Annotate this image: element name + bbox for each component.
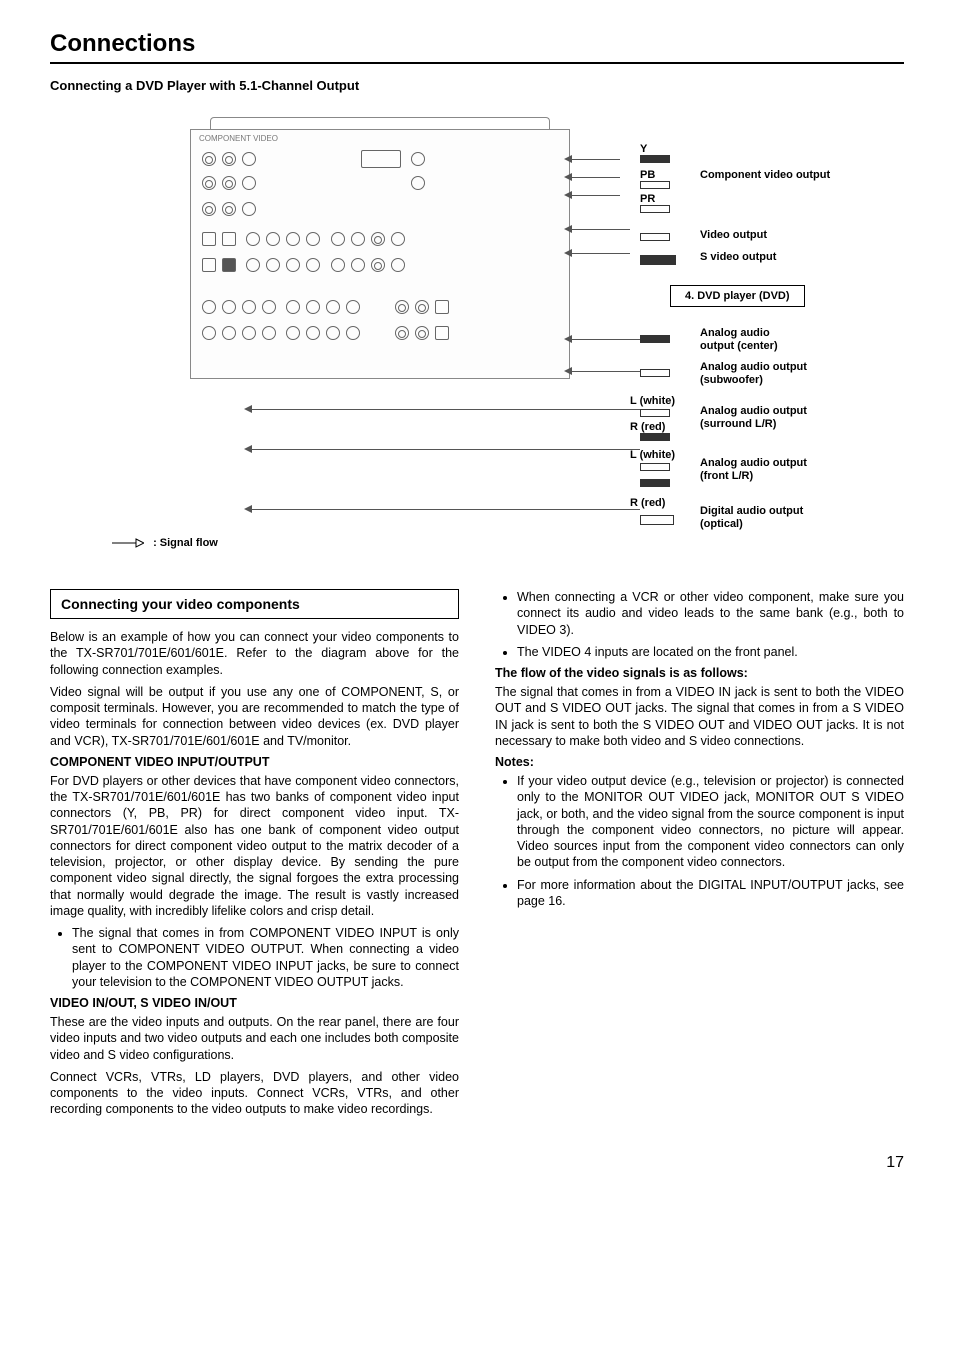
pr-label: PR — [640, 193, 655, 205]
digital-optical-label: Digital audio output(optical) — [700, 505, 803, 530]
analog-center-label: Analog audiooutput (center) — [700, 327, 778, 352]
signal-flow-text: : Signal flow — [153, 537, 218, 549]
y-label: Y — [640, 143, 647, 155]
analog-surround-label: Analog audio output(surround L/R) — [700, 405, 807, 430]
notes-heading: Notes: — [495, 755, 904, 769]
flow-heading: The flow of the video signals is as foll… — [495, 666, 904, 680]
component-video-output-label: Component video output — [700, 169, 830, 181]
dvd-player-box: 4. DVD player (DVD) — [670, 285, 805, 307]
right-bullet-a: When connecting a VCR or other video com… — [517, 589, 904, 638]
receiver-rear-panel: COMPONENT VIDEO — [190, 129, 570, 379]
component-video-heading: COMPONENT VIDEO INPUT/OUTPUT — [50, 755, 459, 769]
left-p2: Video signal will be output if you use a… — [50, 684, 459, 749]
page-subtitle: Connecting a DVD Player with 5.1-Channel… — [50, 78, 904, 93]
note-2: For more information about the DIGITAL I… — [517, 877, 904, 910]
video-output-label: Video output — [700, 229, 767, 241]
s-video-output-label: S video output — [700, 251, 776, 263]
right-bullet-b: The VIDEO 4 inputs are located on the fr… — [517, 644, 904, 660]
component-video-label: COMPONENT VIDEO — [199, 134, 278, 143]
page-title: Connections — [50, 30, 904, 64]
video-io-heading: VIDEO IN/OUT, S VIDEO IN/OUT — [50, 996, 459, 1010]
flow-para: The signal that comes in from a VIDEO IN… — [495, 684, 904, 749]
signal-flow-icon — [110, 537, 144, 549]
left-column: Connecting your video components Below i… — [50, 589, 459, 1124]
r-red-label-2: R (red) — [630, 497, 665, 509]
l-white-label-2: L (white) — [630, 449, 675, 461]
note-1: If your video output device (e.g., telev… — [517, 773, 904, 871]
left-bullet-1: The signal that comes in from COMPONENT … — [72, 925, 459, 990]
page-number: 17 — [50, 1154, 904, 1172]
signal-flow-legend: : Signal flow — [110, 537, 218, 549]
left-p1: Below is an example of how you can conne… — [50, 629, 459, 678]
r-red-label-1: R (red) — [630, 421, 665, 433]
left-p3: For DVD players or other devices that ha… — [50, 773, 459, 919]
left-p5: Connect VCRs, VTRs, LD players, DVD play… — [50, 1069, 459, 1118]
analog-front-label: Analog audio output(front L/R) — [700, 457, 807, 482]
text-columns: Connecting your video components Below i… — [50, 589, 904, 1124]
connection-diagram: COMPONENT VIDEO — [50, 109, 904, 549]
left-p4: These are the video inputs and outputs. … — [50, 1014, 459, 1063]
l-white-label-1: L (white) — [630, 395, 675, 407]
pb-label: PB — [640, 169, 655, 181]
analog-sub-label: Analog audio output(subwoofer) — [700, 361, 807, 386]
right-column: When connecting a VCR or other video com… — [495, 589, 904, 1124]
section-heading-box: Connecting your video components — [50, 589, 459, 619]
